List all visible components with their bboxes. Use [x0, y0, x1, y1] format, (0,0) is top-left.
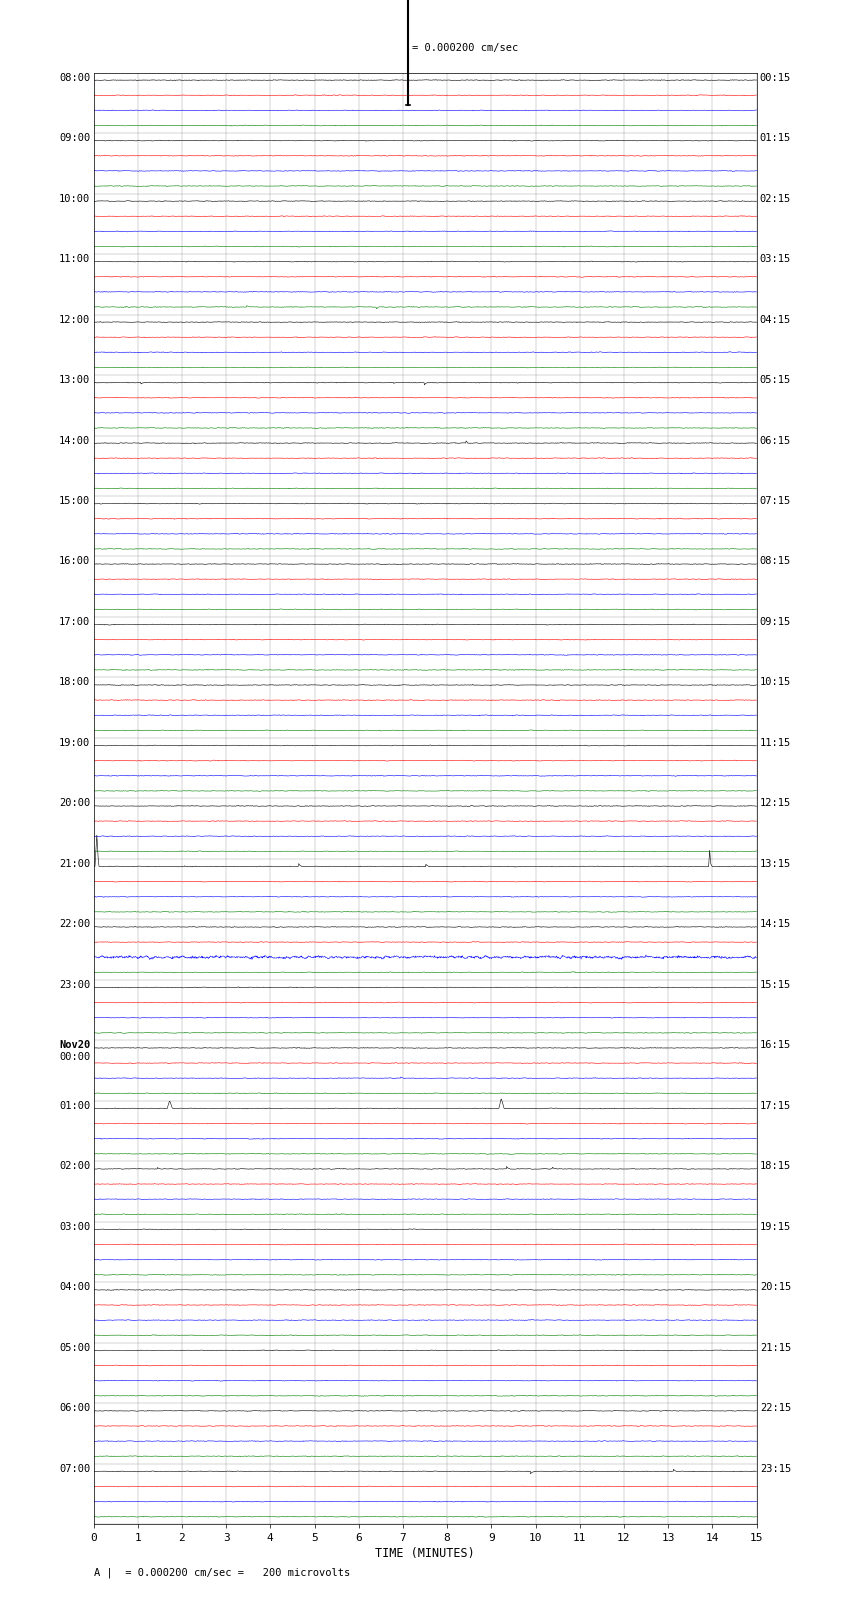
Text: 03:00: 03:00	[59, 1223, 90, 1232]
Text: 20:15: 20:15	[760, 1282, 791, 1292]
Text: 00:15: 00:15	[760, 73, 791, 82]
Text: 18:15: 18:15	[760, 1161, 791, 1171]
Text: 22:00: 22:00	[59, 919, 90, 929]
Text: 13:00: 13:00	[59, 376, 90, 386]
Text: 03:15: 03:15	[760, 255, 791, 265]
Text: 14:15: 14:15	[760, 919, 791, 929]
Text: 05:00: 05:00	[59, 1342, 90, 1353]
X-axis label: TIME (MINUTES): TIME (MINUTES)	[375, 1547, 475, 1560]
Text: 01:15: 01:15	[760, 134, 791, 144]
Text: 21:00: 21:00	[59, 858, 90, 869]
Text: 06:15: 06:15	[760, 436, 791, 445]
Text: 10:00: 10:00	[59, 194, 90, 203]
Text: 08:00: 08:00	[59, 73, 90, 82]
Text: = 0.000200 cm/sec: = 0.000200 cm/sec	[411, 44, 518, 53]
Text: 02:00: 02:00	[59, 1161, 90, 1171]
Text: 01:00: 01:00	[59, 1100, 90, 1111]
Text: 09:00: 09:00	[59, 134, 90, 144]
Text: 11:15: 11:15	[760, 739, 791, 748]
Text: 23:15: 23:15	[760, 1465, 791, 1474]
Text: 20:00: 20:00	[59, 798, 90, 808]
Text: 00:00: 00:00	[59, 1052, 90, 1063]
Text: 06:00: 06:00	[59, 1403, 90, 1413]
Text: 07:15: 07:15	[760, 497, 791, 506]
Text: 04:15: 04:15	[760, 315, 791, 324]
Text: 14:00: 14:00	[59, 436, 90, 445]
Text: 16:00: 16:00	[59, 556, 90, 566]
Text: 07:00: 07:00	[59, 1465, 90, 1474]
Text: 19:00: 19:00	[59, 739, 90, 748]
Text: 15:15: 15:15	[760, 979, 791, 990]
Text: 05:15: 05:15	[760, 376, 791, 386]
Text: 23:00: 23:00	[59, 979, 90, 990]
Text: 17:00: 17:00	[59, 618, 90, 627]
Text: 12:15: 12:15	[760, 798, 791, 808]
Text: 19:15: 19:15	[760, 1223, 791, 1232]
Text: 15:00: 15:00	[59, 497, 90, 506]
Text: 09:15: 09:15	[760, 618, 791, 627]
Text: 04:00: 04:00	[59, 1282, 90, 1292]
Text: 11:00: 11:00	[59, 255, 90, 265]
Text: 17:15: 17:15	[760, 1100, 791, 1111]
Text: 22:15: 22:15	[760, 1403, 791, 1413]
Text: 08:15: 08:15	[760, 556, 791, 566]
Text: 18:00: 18:00	[59, 677, 90, 687]
Text: 12:00: 12:00	[59, 315, 90, 324]
Text: 21:15: 21:15	[760, 1342, 791, 1353]
Text: 10:15: 10:15	[760, 677, 791, 687]
Text: 16:15: 16:15	[760, 1040, 791, 1050]
Text: 02:15: 02:15	[760, 194, 791, 203]
Text: A |  = 0.000200 cm/sec =   200 microvolts: A | = 0.000200 cm/sec = 200 microvolts	[94, 1568, 349, 1579]
Text: 13:15: 13:15	[760, 858, 791, 869]
Text: Nov20: Nov20	[59, 1040, 90, 1050]
